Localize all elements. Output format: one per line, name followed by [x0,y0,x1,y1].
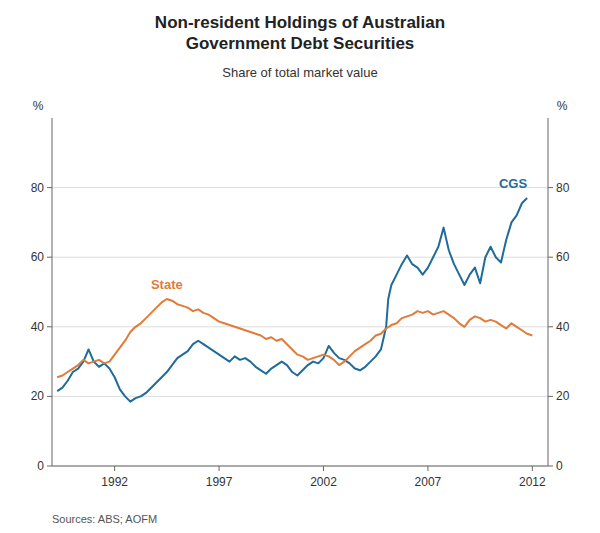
y2-tick [548,396,553,397]
y-axis-line [52,118,53,466]
x-tick-label: 2002 [310,475,337,489]
y2-tick-label: 40 [556,320,570,334]
y-axis-label: % [33,99,44,113]
chart-container: Non-resident Holdings of Australian Gover… [0,0,600,533]
y2-tick-label: 60 [556,250,570,264]
series-label: CGS [499,176,528,191]
x-tick [323,466,324,471]
y-tick [47,326,52,327]
x-tick [219,466,220,471]
x-tick [114,466,115,471]
y2-tick [548,257,553,258]
y-tick-label: 40 [31,320,45,334]
y-tick-label: 80 [31,181,45,195]
y-tick [47,466,52,467]
y2-tick-label: 80 [556,181,570,195]
subtitle: Share of total market value [222,65,377,80]
chart: Non-resident Holdings of Australian Gover… [0,0,600,533]
axes: 0 20 40 60 80 0 20 40 60 80 1992 1997 2002 2007 2012 [31,118,570,489]
source: Sources: ABS; AOFM [52,513,157,525]
x-tick [532,466,533,471]
x-axis-line [52,466,548,467]
grid-line [52,326,548,327]
y2-tick [548,326,553,327]
grid-line [52,187,548,188]
y2-axis-line [548,118,549,466]
title: Non-resident Holdings of Australian Gover… [155,13,445,53]
title-line: Government Debt Securities [186,34,415,53]
grid-line [52,257,548,258]
y2-tick-label: 20 [556,389,570,403]
y-tick [47,396,52,397]
y2-tick-label: 0 [556,459,563,473]
grid-line [52,466,548,467]
y-tick-label: 20 [31,389,45,403]
grid [52,188,548,466]
y2-axis-label: % [557,99,568,113]
y-tick [47,187,52,188]
x-tick-label: 2012 [519,475,546,489]
x-tick-label: 1997 [206,475,233,489]
x-tick-label: 2007 [415,475,442,489]
title-line: Non-resident Holdings of Australian [155,13,445,32]
y-tick [47,257,52,258]
x-tick-label: 1992 [101,475,128,489]
y-tick-label: 0 [37,459,44,473]
series-line [57,299,532,377]
y2-tick [548,187,553,188]
lines [57,198,532,402]
series-label: State [151,277,183,292]
x-tick [427,466,428,471]
series-line [57,198,527,402]
y-tick-label: 60 [31,250,45,264]
line-labels: CGS State [151,176,527,292]
y2-tick [548,466,553,467]
